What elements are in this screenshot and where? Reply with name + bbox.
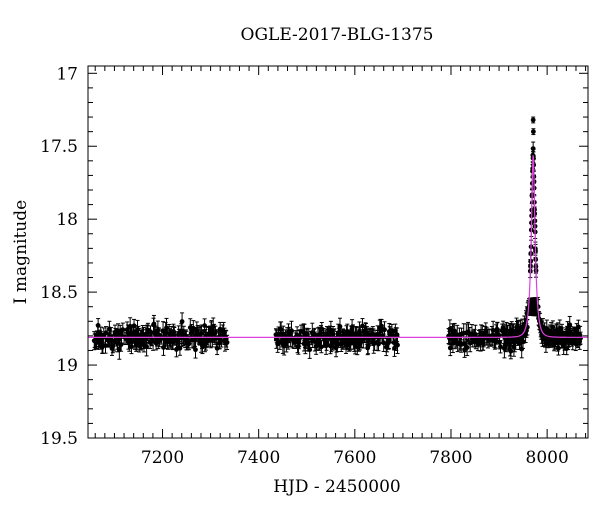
- x-tick-label: 8000: [526, 448, 569, 468]
- data-point: [530, 128, 536, 136]
- data-points: [91, 116, 583, 360]
- data-point: [394, 327, 400, 343]
- data-point: [177, 340, 183, 356]
- data-point: [450, 333, 456, 354]
- x-axis-label: HJD - 2450000: [273, 477, 401, 497]
- data-point: [395, 336, 400, 354]
- tick-labels: 7200 7400 7600 7800 8000 17 17.5 18 18.5 19 19.5: [40, 64, 569, 468]
- data-point: [337, 317, 343, 336]
- x-tick-label: 7400: [237, 448, 280, 468]
- y-tick-label: 19: [56, 356, 78, 376]
- plot-frame: [87, 65, 589, 439]
- data-point: [498, 339, 503, 354]
- model-curve: [88, 155, 588, 338]
- x-tick-label: 7600: [333, 448, 376, 468]
- data-point: [530, 116, 536, 124]
- y-tick-label: 17.5: [40, 137, 78, 157]
- y-tick-label: 17: [56, 64, 78, 84]
- data-point: [508, 343, 514, 360]
- y-axis-label: I magnitude: [11, 200, 31, 304]
- chart-title: OGLE-2017-BLG-1375: [241, 25, 434, 45]
- model-curve-layer: [88, 155, 588, 338]
- data-point: [464, 338, 470, 357]
- data-point: [275, 334, 281, 353]
- x-tick-label: 7200: [141, 448, 184, 468]
- y-tick-label: 19.5: [40, 429, 78, 449]
- y-tick-label: 18: [56, 210, 78, 230]
- axis-ticks: [88, 66, 588, 439]
- y-tick-label: 18.5: [40, 283, 78, 303]
- x-tick-label: 7800: [429, 448, 472, 468]
